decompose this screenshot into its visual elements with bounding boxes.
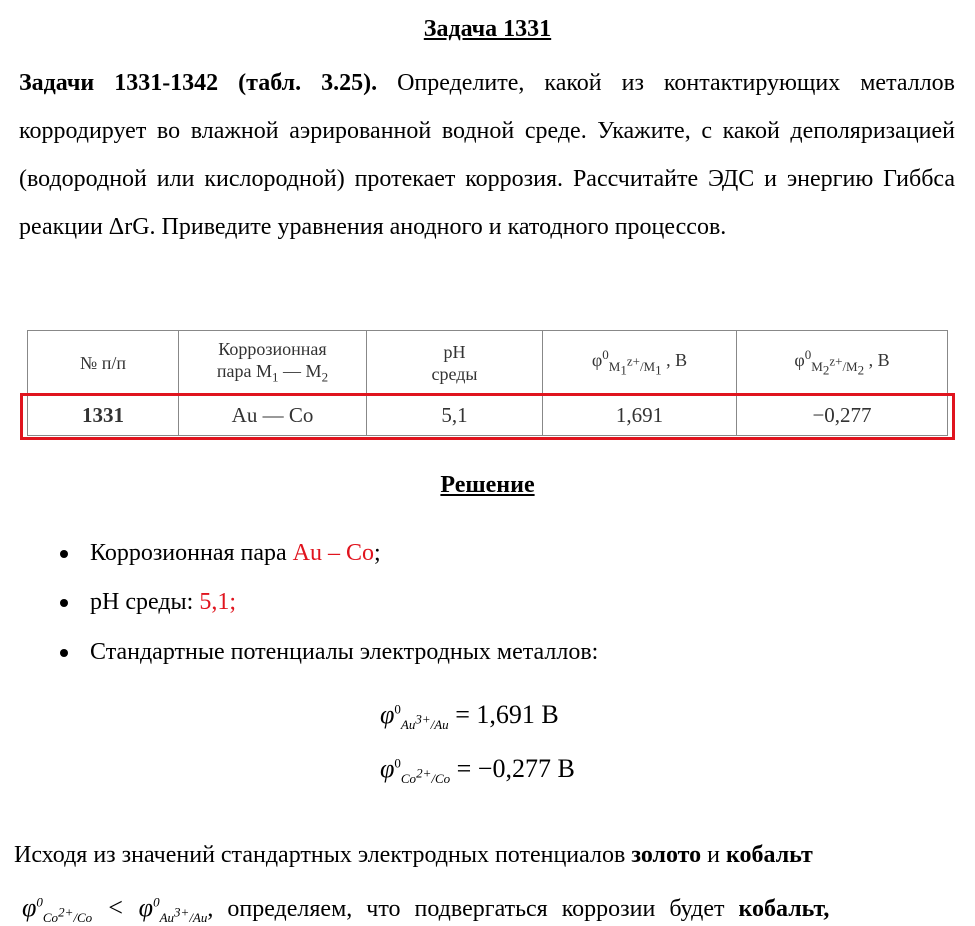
cell-num: 1331	[27, 395, 179, 436]
header-num: № п/п	[27, 330, 179, 396]
cell-phi1: 1,691	[542, 395, 737, 436]
highlight-box	[20, 393, 955, 440]
text: и	[701, 842, 726, 868]
text: Исходя из значений стандартных электродн…	[14, 842, 632, 868]
inequality: φ0Co2+/Co < φ0Au3+/Au	[22, 893, 208, 926]
header-pair: Коррозионная пара M1 — M2	[178, 330, 367, 396]
cell-phi2: −0,277	[736, 395, 948, 436]
bullet-ph: pH среды: 5,1;	[60, 589, 236, 616]
formula-sup: 0	[394, 755, 401, 771]
phi-symbol: φ	[380, 754, 395, 783]
cell-ph: 5,1	[366, 395, 543, 436]
cell-pair: Au — Co	[178, 395, 367, 436]
bullet-value: 5,1;	[199, 589, 236, 615]
data-table: № п/п Коррозионная пара M1 — M2 pH среды φ…	[27, 330, 948, 436]
formula-rhs: = −0,277 В	[456, 754, 575, 783]
solution-title: Решение	[440, 472, 535, 498]
formula-rhs: = 1,691 В	[455, 700, 559, 729]
task-body: Определите, какой из контактирующих мета…	[19, 70, 956, 240]
task-ref: Задачи 1331-1342 (табл. 3.25).	[19, 70, 378, 96]
conclusion-line1: Исходя из значений стандартных электродн…	[14, 842, 813, 869]
bullet-potentials: Стандартные потенциалы электродных метал…	[60, 639, 598, 666]
bullet-pair: Коррозионная пара Au – Co;	[60, 540, 381, 567]
table-row: 1331 Au — Co 5,1 1,691 −0,277	[27, 395, 948, 436]
text: , определяем, что подвергаться коррозии …	[207, 896, 739, 922]
formula-au: φ0Au3+/Au = 1,691 В	[380, 700, 559, 733]
cobalt-word: кобальт	[725, 842, 813, 868]
header-phi1: φ0M1z+/M1 , В	[542, 330, 737, 396]
formula-sup: 0	[394, 701, 401, 717]
formula-sub: Au3+/Au	[400, 711, 449, 733]
task-title: Задача 1331	[423, 16, 552, 42]
conclusion-line2: φ0Co2+/Co < φ0Au3+/Au, определяем, что п…	[22, 893, 829, 926]
task-text: Задачи 1331-1342 (табл. 3.25). Определит…	[19, 59, 955, 251]
table-header: № п/п Коррозионная пара M1 — M2 pH среды φ…	[27, 330, 948, 396]
bullet-label: pH среды:	[90, 589, 200, 615]
bullet-icon	[60, 599, 68, 608]
bullet-icon	[60, 649, 68, 658]
bullet-label: Стандартные потенциалы электродных метал…	[90, 639, 599, 665]
gold-word: золото	[631, 842, 702, 868]
formula-sub: Co2+/Co	[400, 765, 451, 787]
header-phi2: φ0M2z+/M2 , В	[736, 330, 948, 396]
bullet-value: Au – Co	[292, 540, 375, 566]
bullet-icon	[60, 550, 68, 559]
bullet-label: Коррозионная пара	[90, 540, 293, 566]
phi-symbol: φ	[380, 700, 395, 729]
cobalt-word: кобальт,	[738, 896, 830, 922]
bullet-suffix: ;	[374, 540, 381, 566]
header-ph: pH среды	[366, 330, 543, 396]
formula-co: φ0Co2+/Co = −0,277 В	[380, 754, 575, 787]
